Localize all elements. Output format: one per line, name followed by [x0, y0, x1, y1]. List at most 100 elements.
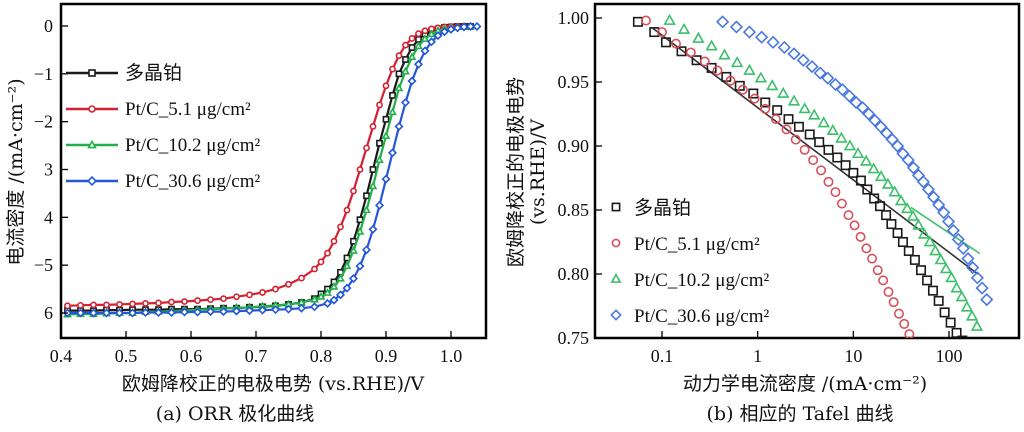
data-point: [420, 46, 430, 56]
legend-marker: [88, 105, 96, 113]
data-point: [927, 285, 938, 296]
data-point: [375, 155, 384, 163]
data-point: [246, 291, 253, 299]
data-point: [867, 253, 878, 264]
data-point: [356, 166, 364, 173]
data-point: [843, 139, 857, 151]
data-point: [220, 295, 227, 303]
data-point: [408, 44, 416, 51]
data-point: [395, 52, 403, 60]
data-point: [937, 205, 951, 220]
data-point: [322, 298, 333, 308]
data-point: [912, 218, 925, 230]
data-point: [376, 101, 383, 109]
data-point: [670, 38, 681, 49]
data-point: [862, 184, 873, 195]
data-point: [401, 66, 410, 75]
legend-label: Pt/C_5.1 μg/cm²: [125, 99, 251, 120]
legend-marker: [611, 238, 621, 248]
data-point: [389, 65, 396, 73]
data-point: [329, 281, 339, 290]
y-tick-label: −2: [34, 112, 53, 132]
data-point: [903, 245, 914, 256]
x-tick-label: 0.9: [375, 346, 398, 366]
data-point: [867, 162, 880, 174]
data-point: [194, 297, 201, 304]
data-point: [330, 237, 338, 245]
data-point: [114, 308, 125, 318]
data-point: [685, 47, 696, 58]
data-point: [205, 307, 216, 317]
data-point: [748, 88, 759, 99]
data-point: [692, 31, 705, 43]
legend-label: Pt/C_30.6 μg/cm²: [634, 306, 769, 327]
data-point: [395, 70, 403, 78]
y-axis-b: 1.00 0.95 0.90 0.85 0.80 0.75: [558, 8, 602, 348]
x-tick-label: 0.5: [115, 346, 138, 366]
x-axis-label-a: 欧姆降校正的电极电势 (vs.RHE)/V: [122, 373, 425, 395]
data-point: [772, 105, 783, 116]
data-point: [323, 288, 332, 296]
data-point: [181, 298, 188, 305]
data-point: [676, 46, 687, 57]
data-point: [426, 37, 437, 47]
legend-marker: [88, 69, 96, 77]
data-point: [939, 262, 953, 274]
data-point: [926, 190, 941, 204]
data-point: [376, 139, 383, 147]
data-point: [892, 228, 903, 239]
data-point: [787, 47, 801, 61]
data-point: [946, 223, 960, 238]
data-point: [814, 137, 825, 148]
data-point: [770, 114, 781, 125]
data-point: [374, 200, 385, 210]
legend-item-a: Pt/C_30.6 μg/cm²: [66, 171, 260, 192]
data-point: [705, 39, 718, 51]
data-point: [917, 227, 931, 239]
data-point: [103, 301, 110, 309]
data-point: [796, 53, 810, 67]
data-point: [737, 84, 748, 95]
data-point: [706, 62, 717, 73]
data-point: [843, 210, 854, 221]
y-axis-label-b-line2: (vs.RHE)/V: [527, 119, 549, 225]
data-point: [899, 318, 910, 329]
data-point: [897, 237, 908, 248]
data-point: [975, 281, 989, 295]
data-point: [960, 300, 974, 312]
series-b-3: [716, 15, 994, 307]
y-axis-label-b-line1: 欧姆降校正的电极电势: [505, 77, 527, 267]
legend-item-b: Pt/C_5.1 μg/cm²: [611, 234, 760, 255]
data-point: [166, 308, 177, 318]
data-point: [881, 177, 895, 189]
x-tick-label: 0.8: [310, 346, 333, 366]
data-point: [311, 265, 318, 273]
data-point: [793, 121, 804, 132]
data-point: [116, 300, 123, 308]
data-point: [329, 295, 339, 305]
data-point: [885, 133, 899, 147]
y-tick-label: 3: [44, 160, 53, 180]
data-point: [783, 114, 794, 125]
data-point: [77, 301, 84, 309]
data-point: [660, 37, 671, 48]
data-point: [298, 274, 305, 282]
data-point: [129, 300, 136, 308]
data-point: [179, 307, 190, 317]
data-point: [459, 22, 469, 32]
data-point: [766, 79, 779, 91]
data-point: [886, 219, 897, 230]
legend-item-a: 多晶铂: [66, 62, 182, 84]
x-tick-label: 0.4: [50, 346, 73, 366]
data-point: [381, 174, 391, 184]
data-point: [804, 129, 815, 140]
data-point: [888, 185, 901, 197]
data-point: [368, 181, 378, 190]
data-point: [787, 94, 801, 106]
data-point: [382, 82, 390, 90]
data-point: [140, 308, 151, 318]
data-point: [336, 273, 345, 282]
data-point: [790, 134, 801, 145]
data-point: [369, 123, 377, 130]
